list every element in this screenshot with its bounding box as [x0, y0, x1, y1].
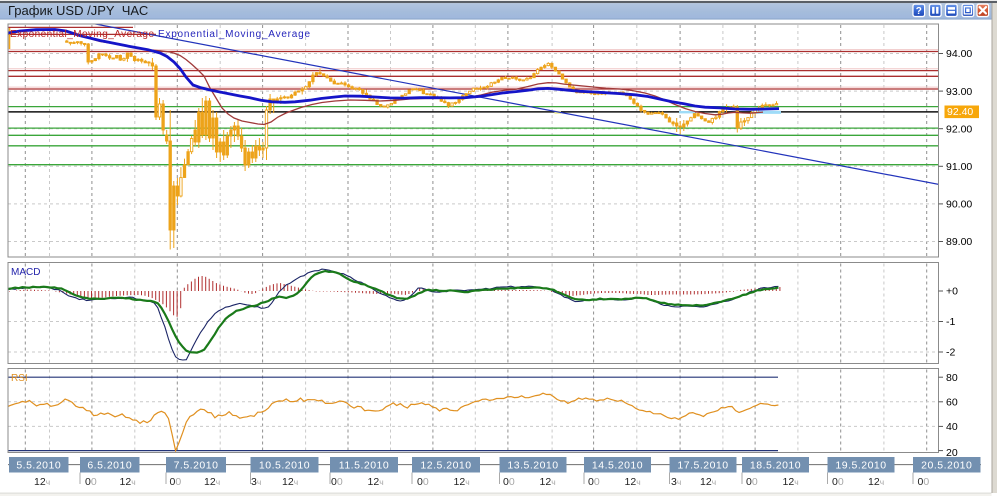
svg-text:12ч: 12ч [868, 476, 884, 488]
svg-text:00: 00 [588, 476, 600, 488]
svg-text:10.5.2010: 10.5.2010 [259, 459, 310, 471]
svg-text:5.5.2010: 5.5.2010 [16, 459, 61, 471]
svg-text:12.5.2010: 12.5.2010 [420, 459, 471, 471]
svg-text:13.5.2010: 13.5.2010 [507, 459, 558, 471]
svg-text:График USD /JPY ЧАС: График USD /JPY ЧАС [8, 3, 148, 18]
svg-text:12ч: 12ч [120, 476, 136, 488]
svg-text:93.00: 93.00 [946, 86, 972, 98]
svg-text:MACD: MACD [11, 267, 40, 278]
svg-text:18.5.2010: 18.5.2010 [750, 459, 801, 471]
svg-text:40: 40 [946, 421, 958, 433]
svg-text:?: ? [916, 6, 922, 17]
svg-text:12ч: 12ч [540, 476, 556, 488]
svg-text:00: 00 [918, 476, 930, 488]
svg-text:17.5.2010: 17.5.2010 [677, 459, 728, 471]
svg-text:12ч: 12ч [34, 476, 50, 488]
svg-text:7.5.2010: 7.5.2010 [174, 459, 219, 471]
svg-text:12ч: 12ч [700, 476, 716, 488]
svg-text:00: 00 [832, 476, 844, 488]
svg-text:-1: -1 [946, 316, 955, 328]
svg-text:12ч: 12ч [783, 476, 799, 488]
svg-text:12ч: 12ч [368, 476, 384, 488]
svg-text:12ч: 12ч [282, 476, 298, 488]
svg-text:94.00: 94.00 [946, 48, 972, 60]
svg-text:00: 00 [503, 476, 515, 488]
svg-text:00: 00 [746, 476, 758, 488]
svg-text:00: 00 [85, 476, 97, 488]
svg-text:3ч: 3ч [251, 476, 261, 488]
svg-text:80: 80 [946, 372, 958, 384]
svg-text:91.00: 91.00 [946, 161, 972, 173]
svg-text:12ч: 12ч [454, 476, 470, 488]
svg-text:00: 00 [170, 476, 182, 488]
svg-text:Exponential_Moving_Average: Exponential_Moving_Average [10, 29, 154, 40]
svg-text:-2: -2 [946, 347, 955, 359]
svg-text:92.00: 92.00 [946, 123, 972, 135]
svg-text:90.00: 90.00 [946, 199, 972, 211]
svg-text:12ч: 12ч [625, 476, 641, 488]
svg-text:19.5.2010: 19.5.2010 [835, 459, 886, 471]
svg-text:11.5.2010: 11.5.2010 [339, 459, 389, 471]
svg-text:60: 60 [946, 397, 958, 409]
svg-text:14.5.2010: 14.5.2010 [592, 459, 643, 471]
svg-text:3ч: 3ч [671, 476, 681, 488]
svg-text:00: 00 [331, 476, 343, 488]
svg-text:20.5.2010: 20.5.2010 [921, 459, 972, 471]
svg-text:Exponential_Moving_Average: Exponential_Moving_Average [158, 29, 310, 40]
svg-text:00: 00 [417, 476, 429, 488]
svg-text:RSI: RSI [11, 373, 28, 384]
svg-text:92.40: 92.40 [947, 106, 973, 118]
svg-text:12ч: 12ч [204, 476, 220, 488]
svg-text:+0: +0 [946, 286, 958, 298]
svg-text:6.5.2010: 6.5.2010 [87, 459, 132, 471]
svg-text:89.00: 89.00 [946, 236, 972, 248]
